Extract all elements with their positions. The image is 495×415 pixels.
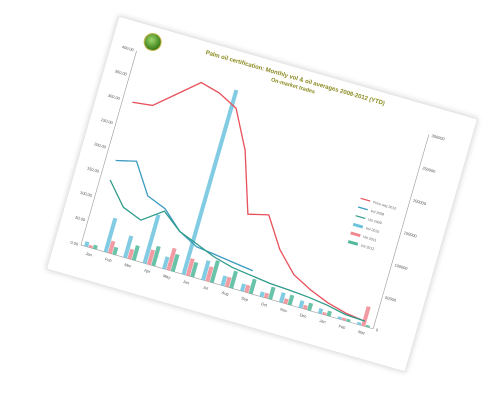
legend-label: Vol 2008 <box>370 209 385 217</box>
bar <box>248 278 257 295</box>
bar <box>278 292 286 303</box>
right-tick-label: 150000 <box>403 230 418 239</box>
legend-label: Vol 2012 <box>360 244 375 252</box>
y-axis-left <box>80 50 137 246</box>
bar <box>365 324 371 328</box>
legend-swatch <box>347 240 359 246</box>
x-tick-label: Feb <box>338 323 347 330</box>
x-tick-label: Jan <box>319 318 327 325</box>
bar <box>302 304 308 310</box>
bar <box>283 298 289 305</box>
left-tick-label: 50.00 <box>75 215 87 223</box>
legend-swatch <box>352 222 364 229</box>
left-tick-label: 250.00 <box>100 117 114 125</box>
x-tick-label: Aug <box>221 290 229 297</box>
left-tick-label: 100.00 <box>80 190 94 198</box>
bar <box>166 247 177 271</box>
bar <box>229 270 238 289</box>
bar <box>127 248 135 260</box>
legend-label: Vol 2011 <box>363 235 377 243</box>
bar <box>131 245 140 261</box>
series-line <box>132 81 366 322</box>
bar <box>361 306 371 327</box>
bar <box>201 260 211 281</box>
x-tick-label: Feb <box>104 256 113 263</box>
x-tick-label: Mar <box>124 262 133 269</box>
chart-plot: 0.00 50.00 100.00 150.00 200.00 250.00 300.00 3… <box>70 44 446 336</box>
bar <box>162 256 170 270</box>
bar <box>220 275 228 287</box>
bar <box>337 316 343 320</box>
x-tick-label: Dec <box>299 312 307 319</box>
left-tick-label: 200.00 <box>93 141 107 149</box>
legend-swatch <box>360 197 371 202</box>
bar <box>259 291 265 298</box>
legend-swatch <box>357 206 368 211</box>
bar <box>268 286 276 300</box>
bar <box>287 294 295 306</box>
bar <box>88 244 94 249</box>
left-tick-label: 150.00 <box>86 166 100 174</box>
legend-label: Price avg 2012 <box>372 200 396 210</box>
series-line <box>109 179 366 322</box>
x-tick-label: Mar <box>358 329 367 336</box>
right-tick-label: 0 <box>375 327 379 333</box>
right-tick-label: 200000 <box>412 198 427 207</box>
left-tick-label: 350.00 <box>114 68 128 76</box>
left-tick-label: 300.00 <box>107 93 121 101</box>
bar <box>244 284 251 294</box>
bar <box>240 283 246 292</box>
bar <box>190 261 199 278</box>
bar <box>346 318 351 323</box>
bar <box>317 308 324 315</box>
bar <box>307 302 314 312</box>
bar <box>142 214 161 264</box>
x-tick-label: Apr <box>144 268 152 275</box>
x-tick-label: Jun <box>182 279 190 286</box>
x-tick-label: May <box>162 273 171 280</box>
chart-sheet: Palm oil certification: Monthly vol & oi… <box>45 15 479 373</box>
bar <box>151 245 161 267</box>
left-tick-label: 400.00 <box>121 44 135 52</box>
left-tick-label: 0.00 <box>70 240 80 247</box>
bar <box>298 300 305 309</box>
bar <box>326 310 332 317</box>
legend-label: Vol 2010 <box>365 226 380 234</box>
bar <box>181 89 239 276</box>
bar <box>92 244 98 250</box>
x-tick-label: Oct <box>261 301 269 308</box>
right-tick-label: 250000 <box>422 165 437 174</box>
bar <box>209 260 220 284</box>
bar <box>205 266 214 282</box>
x-tick-label: Jan <box>85 251 93 258</box>
right-tick-label: 50000 <box>385 295 398 303</box>
bar <box>224 276 232 288</box>
bar <box>263 292 270 299</box>
legend-swatch <box>355 215 366 219</box>
bar <box>146 249 156 266</box>
bar <box>356 321 362 326</box>
y-axis-right <box>372 134 430 329</box>
x-tick-label: Jul <box>203 285 209 291</box>
legend-label: Vol 2009 <box>368 218 383 226</box>
bar <box>322 311 327 316</box>
x-tick-label: Nov <box>280 307 288 314</box>
bar <box>170 253 180 272</box>
bar <box>107 240 116 254</box>
bar <box>185 258 195 277</box>
legend-swatch <box>350 231 361 238</box>
bar <box>123 235 134 259</box>
bar <box>112 246 119 256</box>
bar <box>341 317 347 321</box>
right-tick-label: 100000 <box>394 262 409 271</box>
right-tick-label: 300000 <box>431 133 446 142</box>
x-tick-label: Sep <box>241 295 250 302</box>
bar <box>103 217 118 253</box>
bar <box>84 241 90 248</box>
